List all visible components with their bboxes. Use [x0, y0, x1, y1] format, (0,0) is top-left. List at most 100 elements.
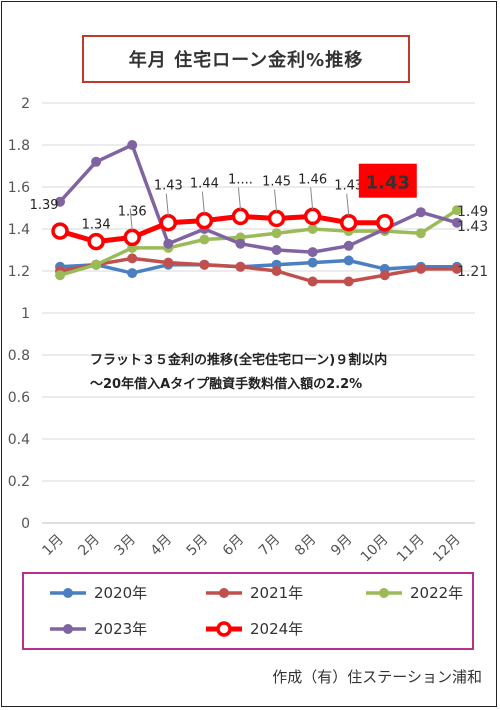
y-tick-label: 1.4 — [8, 222, 30, 238]
data-point — [127, 140, 138, 150]
footer-credit: 作成（有）住ステーション浦和 — [272, 668, 482, 686]
legend-swatch — [50, 587, 86, 598]
data-point — [451, 263, 462, 274]
legend: 2020年 2021年 2022年 2023年 2024年 — [22, 572, 474, 650]
x-tick-label: 7月 — [256, 532, 284, 560]
data-label: 1.45 — [262, 175, 291, 190]
data-point — [451, 205, 462, 216]
x-tick-label: 9月 — [328, 532, 356, 560]
data-point — [271, 228, 282, 239]
end-label: 1.21 — [457, 264, 488, 280]
data-point — [307, 224, 318, 234]
y-tick-label: 1 — [21, 306, 30, 322]
data-point — [55, 196, 66, 207]
legend-swatch — [206, 620, 242, 637]
legend-swatch — [50, 623, 86, 634]
end-label: 1.49 — [457, 204, 488, 220]
data-point — [415, 263, 426, 274]
y-tick-label: 2 — [21, 96, 30, 112]
data-label-leader — [237, 187, 241, 210]
x-tick-label: 10月 — [358, 532, 392, 566]
data-point — [163, 257, 174, 268]
x-tick-label: 11月 — [394, 532, 428, 566]
x-tick-label: 8月 — [292, 532, 320, 560]
y-tick-label: 0.8 — [8, 348, 30, 364]
data-point — [87, 232, 105, 251]
chart-title: 年月 住宅ローン金利%推移 — [82, 35, 410, 83]
data-point — [271, 245, 282, 255]
legend-item: 2021年 — [204, 582, 303, 603]
y-tick-label: 0.4 — [8, 432, 30, 448]
data-label: 1.43 — [366, 173, 410, 194]
data-point — [235, 238, 246, 249]
data-label: 1.43 — [334, 179, 363, 194]
legend-swatch — [206, 587, 242, 598]
data-point — [91, 259, 102, 270]
data-point — [376, 213, 394, 232]
data-point — [343, 255, 354, 266]
data-point — [55, 270, 66, 281]
data-point — [379, 270, 390, 281]
data-label-leader — [129, 208, 133, 231]
legend-label: 2023年 — [94, 620, 148, 638]
x-tick-label: 2月 — [75, 532, 103, 560]
end-label: 1.43 — [457, 219, 488, 235]
series-line — [59, 213, 385, 245]
data-label: 1.... — [228, 172, 253, 187]
x-tick-label: 4月 — [148, 532, 176, 560]
data-label-leader — [310, 187, 314, 210]
data-point — [127, 268, 138, 279]
data-point — [343, 240, 354, 251]
data-point — [199, 259, 210, 270]
y-tick-label: 1.8 — [8, 138, 30, 154]
legend-item: 2022年 — [364, 582, 463, 603]
data-point — [51, 222, 69, 240]
y-tick-label: 1.6 — [8, 180, 30, 196]
x-tick-label: 6月 — [220, 532, 248, 560]
legend-item: 2024年 — [204, 618, 303, 639]
data-label: 1.36 — [118, 204, 147, 219]
x-tick-label: 12月 — [430, 532, 464, 566]
data-point — [127, 253, 138, 264]
data-point — [123, 228, 141, 247]
data-point — [199, 234, 210, 245]
data-label: 1.44 — [190, 177, 219, 192]
data-label-leader — [165, 193, 169, 216]
data-point — [415, 228, 426, 239]
data-point — [343, 276, 354, 287]
chart-annotation-line: フラット３５金利の推移(全宅住宅ローン)９割以内 — [90, 352, 387, 368]
y-tick-label: 0 — [21, 516, 30, 532]
data-point — [235, 261, 246, 272]
legend-label: 2022年 — [410, 584, 464, 602]
legend-label: 2020年 — [94, 584, 148, 602]
data-point — [271, 266, 282, 276]
data-label: 1.39 — [30, 198, 59, 213]
data-point — [195, 211, 214, 230]
x-tick-label: 3月 — [112, 532, 140, 560]
y-tick-label: 0.2 — [8, 474, 30, 490]
highlight-label-box — [358, 163, 417, 198]
data-point — [307, 276, 318, 287]
legend-item: 2020年 — [48, 582, 147, 603]
data-point — [303, 207, 322, 226]
data-label: 1.46 — [298, 172, 327, 187]
x-tick-label: 1月 — [39, 532, 67, 560]
data-point — [307, 257, 318, 268]
series-line — [59, 258, 457, 275]
data-point — [415, 207, 426, 218]
series-line — [59, 256, 457, 284]
data-label: 1.34 — [82, 218, 111, 233]
x-tick-label: 5月 — [184, 532, 212, 560]
series-line — [59, 208, 458, 277]
data-label-leader — [201, 191, 205, 214]
data-point — [159, 213, 178, 232]
chart-title-text: 年月 住宅ローン金利%推移 — [128, 50, 364, 71]
data-label-leader — [274, 189, 278, 212]
legend-swatch — [366, 587, 402, 598]
data-point — [451, 217, 462, 228]
data-point — [339, 213, 358, 232]
legend-item: 2023年 — [48, 618, 147, 639]
data-label: 1.43 — [154, 179, 183, 194]
data-point — [91, 156, 102, 167]
